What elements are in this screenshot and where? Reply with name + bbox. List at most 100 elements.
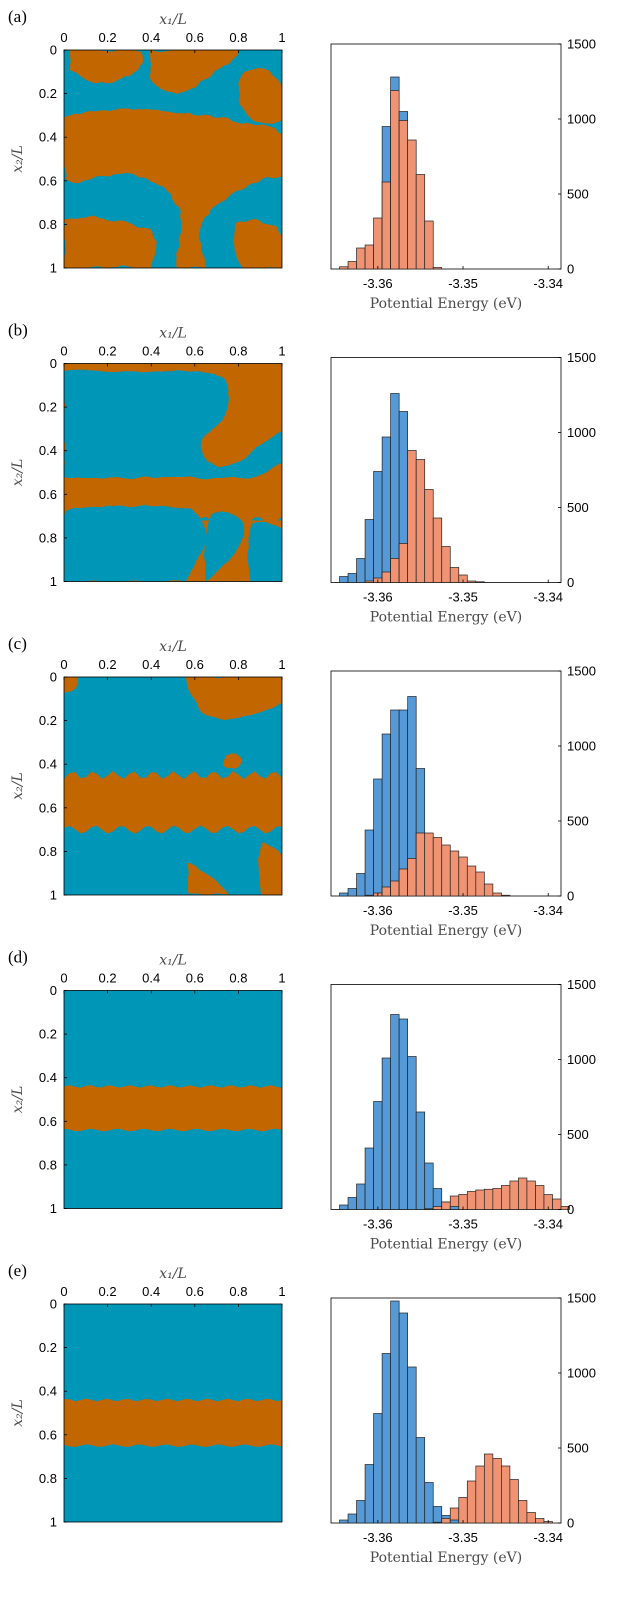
map-ylabel: x₂/L — [10, 1086, 26, 1114]
hist-xtick-label: -3.36 — [363, 276, 393, 291]
orange-bar — [466, 580, 477, 583]
orange-bar — [364, 244, 374, 270]
blue-bar — [415, 1111, 426, 1210]
map-xtick-label: 0.8 — [229, 1284, 247, 1299]
blue-bar — [364, 519, 374, 583]
map-axes: 0 0.2 0.4 0.6 0.8 1 0 0.2 0.4 0.6 0.8 1 x₁/L x₂/L — [10, 1266, 286, 1530]
map-xlabel: x₁/L — [159, 953, 187, 969]
map-ytick-label: 0.6 — [39, 487, 57, 502]
histogram-bars — [339, 696, 511, 897]
orange-bar — [381, 886, 391, 897]
orange-bar — [432, 1521, 443, 1524]
orange-bar — [424, 489, 434, 583]
hist-ytick-label: 500 — [567, 814, 589, 829]
hist-ytick-label: 500 — [567, 1441, 589, 1456]
hist-xtick-label: -3.35 — [448, 903, 478, 918]
blue-domain-1 — [64, 506, 206, 582]
blue-bar — [347, 1197, 357, 1210]
map-ytick-label: 0.6 — [39, 800, 57, 815]
orange-bar — [492, 1458, 502, 1524]
blue-bar — [381, 733, 391, 897]
blue-bar — [415, 1437, 426, 1524]
orange-bar — [518, 1500, 528, 1524]
map-xtick-label: 0.6 — [186, 971, 204, 986]
orange-domain-2 — [238, 68, 282, 124]
map-ytick-label: 0.8 — [39, 217, 57, 232]
hist-xtick-label: -3.35 — [448, 1530, 478, 1545]
orange-bar — [432, 837, 443, 897]
map-xtick-label: 0.2 — [99, 657, 117, 672]
blue-bar — [373, 1101, 383, 1210]
hist-xtick-label: -3.36 — [363, 903, 393, 918]
orange-bar — [398, 543, 409, 583]
orange-bar — [381, 181, 391, 270]
panel-c: (c) 0 0.2 0.4 0.6 0.8 1 0 0.2 0.4 0.6 0.8 1 x₁/L x₂/L -… — [8, 634, 596, 939]
phase-domains — [64, 1398, 282, 1447]
orange-bar — [458, 1497, 468, 1524]
orange-bar — [509, 1479, 519, 1524]
map-ytick-label: 0.8 — [39, 1157, 57, 1172]
orange-bar — [415, 459, 426, 583]
hist-ytick-label: 1000 — [567, 739, 596, 754]
orange-domain-2 — [224, 753, 241, 770]
hist-ytick-label: 500 — [567, 187, 589, 202]
orange-bar — [501, 894, 511, 897]
map-frame — [63, 363, 283, 582]
map-xtick-label: 0 — [60, 1284, 67, 1299]
histogram-bars — [339, 393, 485, 583]
blue-bar — [356, 558, 366, 583]
map-xtick-label: 1 — [278, 344, 285, 359]
hist-xtick-label: -3.34 — [533, 1530, 563, 1545]
map-xtick-label: 0.6 — [186, 30, 204, 45]
panel-label: (a) — [8, 7, 27, 26]
hist-xlabel: Potential Energy (eV) — [370, 923, 522, 939]
orange-bar — [492, 1188, 502, 1210]
map-ytick-label: 1 — [50, 574, 57, 589]
blue-bar — [398, 1018, 409, 1210]
map-ytick-label: 0.4 — [39, 757, 57, 772]
blue-bar — [364, 1147, 374, 1210]
hist-ytick-label: 0 — [567, 1516, 574, 1531]
map-xtick-label: 1 — [278, 30, 285, 45]
map-ylabel: x₂/L — [10, 772, 26, 800]
hist-ytick-label: 1500 — [567, 37, 596, 52]
map-axes: 0 0.2 0.4 0.6 0.8 1 0 0.2 0.4 0.6 0.8 1 x₁/L x₂/L — [10, 639, 286, 903]
hist-ytick-label: 0 — [567, 575, 574, 590]
map-ytick-label: 0 — [50, 43, 57, 58]
hist-ytick-label: 1000 — [567, 112, 596, 127]
orange-bar — [398, 120, 409, 270]
histogram-axes: -3.36 -3.35 -3.34 0 500 1000 1500 Potential Ene… — [363, 977, 596, 1253]
phase-domains — [64, 363, 282, 582]
orange-bar — [364, 580, 374, 583]
orange-bar — [339, 266, 349, 270]
map-xtick-label: 0 — [60, 657, 67, 672]
panel-b: (b) 0 0.2 0.4 0.6 0.8 1 0 0.2 0.4 0.6 0.8 1 x₁/L x₂/L -… — [8, 321, 596, 626]
map-xtick-label: 0.6 — [186, 1284, 204, 1299]
hist-xtick-label: -3.35 — [448, 590, 478, 605]
blue-bar — [432, 1506, 443, 1524]
hist-xlabel: Potential Energy (eV) — [370, 610, 522, 626]
orange-bar — [483, 883, 494, 897]
orange-bar — [483, 1453, 494, 1524]
orange-bar — [449, 567, 460, 583]
blue-bar — [339, 576, 349, 583]
map-xlabel: x₁/L — [159, 326, 187, 342]
map-xtick-label: 0.2 — [99, 971, 117, 986]
orange-bar — [390, 880, 400, 897]
blue-bar — [407, 1366, 417, 1524]
histogram-frame — [330, 43, 562, 270]
orange-bar — [424, 832, 434, 897]
map-xtick-label: 0 — [60, 30, 67, 45]
map-ylabel: x₂/L — [10, 1399, 26, 1427]
histogram-bars — [339, 1300, 553, 1524]
panel-label: (e) — [8, 1261, 27, 1280]
map-xtick-label: 0.2 — [99, 344, 117, 359]
orange-bar — [466, 1191, 477, 1210]
map-xtick-label: 0.8 — [229, 344, 247, 359]
orange-bar — [466, 1480, 477, 1524]
hist-xlabel: Potential Energy (eV) — [370, 1550, 522, 1566]
blue-bar — [390, 1300, 400, 1524]
panel-label: (b) — [8, 321, 28, 340]
orange-bar — [475, 1465, 485, 1524]
